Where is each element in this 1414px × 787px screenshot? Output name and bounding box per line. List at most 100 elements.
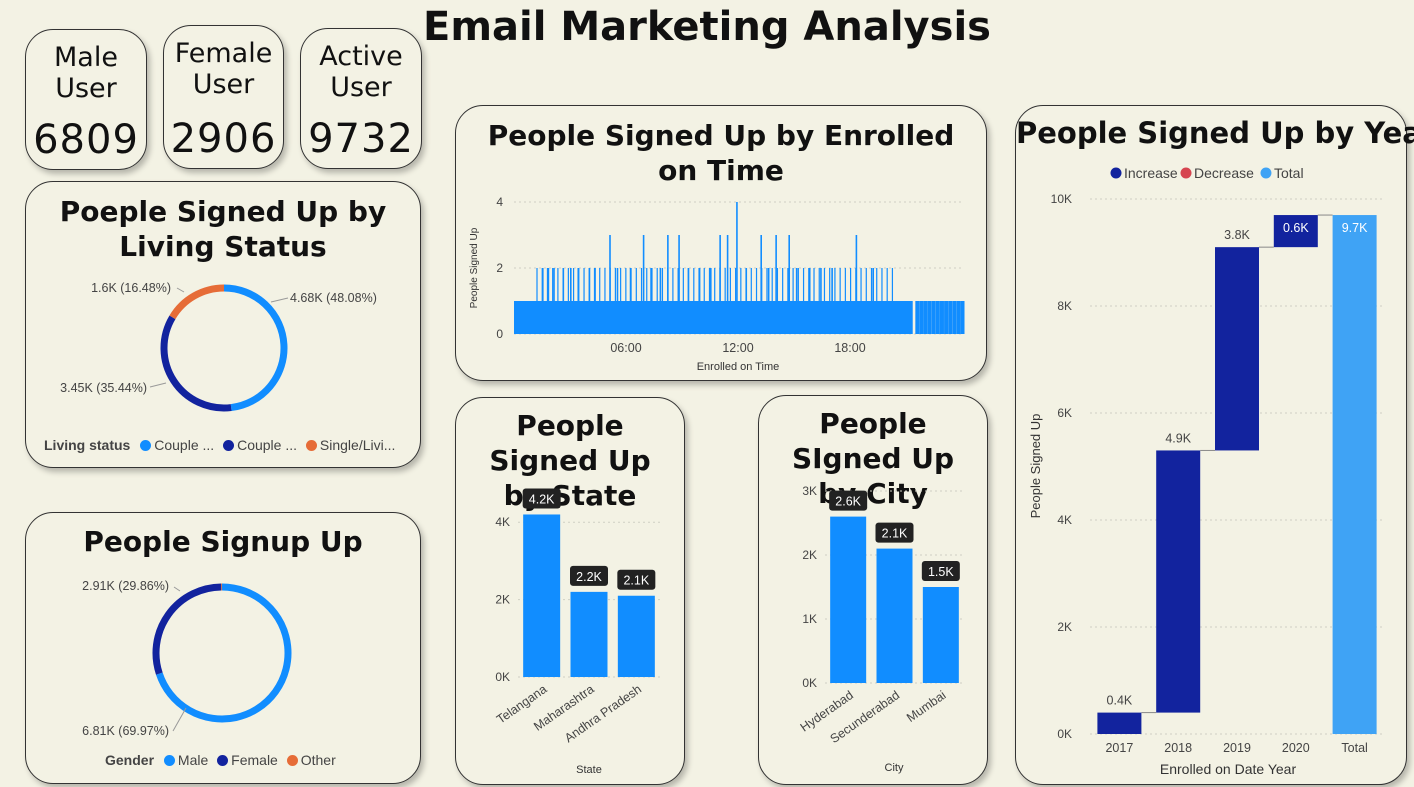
bar[interactable] (703, 268, 705, 301)
bar[interactable] (604, 268, 606, 301)
bar[interactable] (562, 268, 564, 301)
bar[interactable] (659, 268, 662, 301)
bar[interactable] (708, 268, 711, 301)
gender-donut[interactable]: 6.81K (69.97%) 2.91K (29.86%) (26, 513, 420, 783)
bar[interactable] (578, 268, 580, 301)
data-label-bg[interactable] (570, 565, 608, 586)
bar[interactable] (736, 202, 738, 301)
bar[interactable] (620, 268, 622, 301)
bar[interactable] (646, 268, 648, 301)
bar[interactable] (625, 268, 627, 301)
bar[interactable] (567, 268, 569, 301)
bar[interactable] (724, 268, 726, 301)
donut-slice[interactable] (169, 284, 225, 320)
bar[interactable] (687, 268, 690, 301)
legend-item[interactable]: Single/Livi... (319, 437, 396, 453)
bar[interactable] (650, 268, 652, 301)
bar[interactable] (876, 548, 913, 683)
bar[interactable] (855, 268, 857, 301)
bar[interactable] (640, 268, 643, 301)
bar[interactable] (583, 268, 585, 301)
bar[interactable] (572, 268, 575, 301)
bar[interactable] (553, 268, 555, 301)
bar[interactable] (523, 514, 561, 677)
donut-slice[interactable] (152, 583, 222, 675)
bar[interactable] (609, 268, 611, 301)
bar[interactable] (642, 235, 645, 301)
legend-item[interactable]: Male (177, 752, 209, 768)
bar[interactable] (570, 268, 572, 301)
bar[interactable] (939, 301, 944, 334)
bar[interactable] (927, 301, 932, 334)
bar[interactable] (546, 268, 549, 301)
bar[interactable] (719, 268, 721, 301)
bar[interactable] (661, 268, 664, 301)
bar[interactable] (714, 268, 716, 301)
bar[interactable] (630, 268, 632, 301)
legend-item[interactable]: Couple ... (154, 437, 215, 453)
bar[interactable] (922, 587, 959, 683)
bar[interactable] (802, 268, 805, 301)
bar[interactable] (891, 268, 894, 301)
bar[interactable] (541, 268, 543, 301)
bar[interactable] (808, 268, 811, 301)
bar[interactable] (830, 516, 867, 683)
bar[interactable] (797, 268, 799, 301)
bar[interactable] (698, 268, 700, 301)
legend-item[interactable]: Female (231, 752, 278, 768)
bar[interactable] (599, 268, 601, 301)
bar[interactable] (1097, 712, 1142, 734)
bar[interactable] (834, 268, 836, 301)
bar[interactable] (844, 268, 846, 301)
bar[interactable] (735, 268, 737, 301)
bar[interactable] (876, 268, 878, 301)
bar[interactable] (656, 268, 658, 301)
data-label-bg[interactable] (617, 569, 656, 590)
donut-slice[interactable] (155, 583, 292, 723)
legend-dot[interactable] (1110, 167, 1122, 179)
bar[interactable] (808, 268, 810, 301)
bar[interactable] (593, 268, 596, 301)
bar[interactable] (588, 268, 590, 301)
bar[interactable] (755, 268, 758, 301)
bar[interactable] (886, 268, 888, 301)
city-chart[interactable]: 0K1K2K3K2.6KHyderabad2.1KSecunderabad1.5… (759, 396, 987, 784)
bar[interactable] (872, 268, 874, 301)
bar[interactable] (667, 268, 669, 301)
bar[interactable] (1156, 450, 1201, 713)
bar[interactable] (672, 268, 674, 301)
legend-item[interactable]: Couple ... (237, 437, 298, 453)
bar[interactable] (952, 301, 957, 334)
bar[interactable] (788, 235, 790, 301)
data-label-bg[interactable] (829, 490, 868, 511)
bar[interactable] (831, 268, 833, 301)
bar[interactable] (870, 268, 873, 301)
bar[interactable] (651, 268, 653, 301)
bar[interactable] (960, 301, 965, 334)
bar-band[interactable] (514, 301, 913, 334)
bar[interactable] (614, 268, 616, 301)
data-label-bg[interactable] (522, 488, 561, 509)
bar[interactable] (1273, 215, 1318, 248)
bar[interactable] (617, 595, 655, 677)
bar[interactable] (570, 591, 608, 677)
donut-slice[interactable] (160, 315, 232, 412)
bar[interactable] (766, 268, 768, 301)
donut-slice[interactable] (223, 284, 288, 412)
bar[interactable] (923, 301, 928, 334)
bar[interactable] (931, 301, 936, 334)
bar[interactable] (536, 268, 538, 301)
legend-item[interactable]: Other (300, 752, 336, 768)
bar[interactable] (775, 235, 777, 301)
bar[interactable] (850, 268, 852, 301)
bar[interactable] (710, 268, 712, 301)
bar[interactable] (776, 268, 779, 301)
bar[interactable] (839, 268, 841, 301)
bar[interactable] (740, 268, 742, 301)
bar[interactable] (792, 268, 794, 301)
bar[interactable] (823, 268, 826, 301)
bar[interactable] (693, 268, 695, 301)
bar[interactable] (767, 268, 770, 301)
bar[interactable] (1332, 215, 1377, 735)
